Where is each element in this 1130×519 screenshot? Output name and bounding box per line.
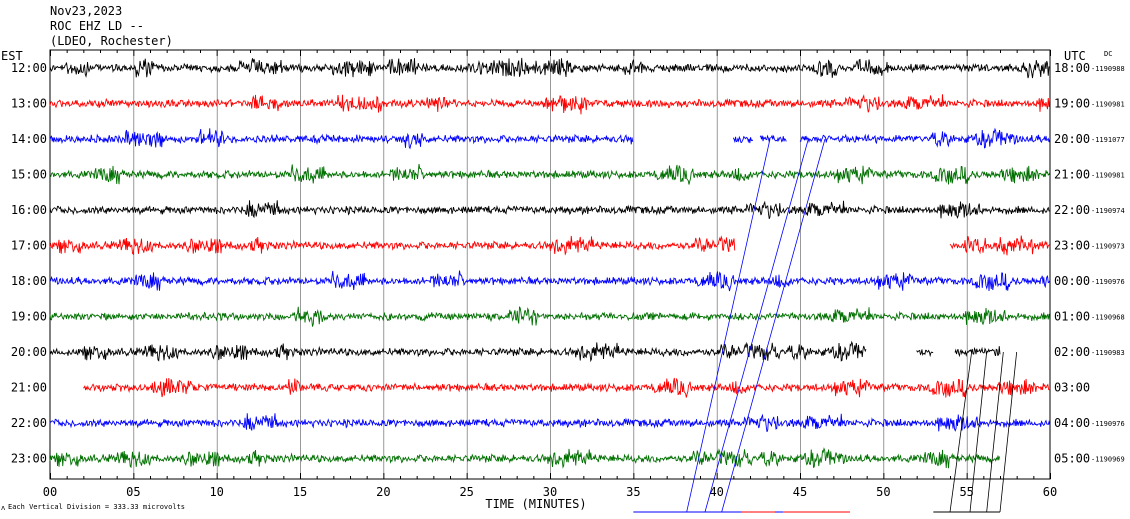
est-label-1900: 19:00 — [11, 310, 47, 324]
corner-mark: ʌ — [1, 504, 5, 512]
trace-1400-segment-3 — [799, 127, 1051, 149]
date-label: Nov23,2023 — [50, 4, 123, 18]
utc-label-0200: 02:00 — [1054, 345, 1090, 359]
trace-1400-segment-2 — [759, 134, 787, 143]
spike-line-3 — [949, 351, 973, 513]
trace-2000-segment-0 — [49, 340, 867, 363]
trace-row-1400 — [49, 127, 1051, 150]
x-tick-label-45: 45 — [793, 485, 807, 499]
utc-label-0400: 04:00 — [1054, 416, 1090, 430]
dc-value-0000: -1190976 — [1091, 278, 1125, 286]
trace-row-1300 — [49, 94, 1051, 115]
est-label-2100: 21:00 — [11, 381, 47, 395]
trace-row-2100 — [83, 377, 1050, 398]
est-label-2200: 22:00 — [11, 416, 47, 430]
utc-label-2300: 23:00 — [1054, 239, 1090, 253]
trace-1200-segment-0 — [49, 57, 1050, 79]
x-tick-label-25: 25 — [459, 485, 473, 499]
dc-value-0400: -1190976 — [1091, 420, 1125, 428]
x-tick-label-35: 35 — [626, 485, 640, 499]
x-tick-label-20: 20 — [376, 485, 390, 499]
utc-label-1900: 19:00 — [1054, 97, 1090, 111]
est-label-1600: 16:00 — [11, 203, 47, 217]
trace-1900-segment-0 — [49, 306, 1051, 327]
trace-row-2000 — [49, 340, 1001, 363]
x-tick-label-10: 10 — [209, 485, 223, 499]
trace-1600-segment-0 — [49, 200, 1050, 220]
spike-line-0 — [686, 138, 771, 513]
dc-value-2300: -1190973 — [1091, 243, 1125, 251]
trace-2100-segment-0 — [83, 377, 1050, 398]
network-label: (LDEO, Rochester) — [50, 34, 173, 48]
utc-label-0500: 05:00 — [1054, 452, 1090, 466]
spike-line-6 — [999, 351, 1018, 513]
trace-2300-segment-0 — [49, 447, 1000, 469]
x-tick-label-15: 15 — [293, 485, 307, 499]
dc-value-2200: -1190974 — [1091, 207, 1125, 215]
dc-value-1900: -1190981 — [1091, 101, 1125, 109]
est-label-1200: 12:00 — [11, 61, 47, 75]
utc-label-0100: 01:00 — [1054, 310, 1090, 324]
trace-1400-segment-0 — [49, 128, 634, 150]
utc-label-2100: 21:00 — [1054, 168, 1090, 182]
utc-label-1800: 18:00 — [1054, 61, 1090, 75]
trace-1800-segment-0 — [49, 270, 1051, 292]
x-tick-label-60: 60 — [1043, 485, 1057, 499]
trace-2000-segment-2 — [954, 346, 1001, 358]
x-tick-label-55: 55 — [959, 485, 973, 499]
trace-1500-segment-0 — [49, 163, 1051, 185]
est-label-2000: 20:00 — [11, 345, 47, 359]
trace-row-1700 — [49, 235, 1050, 256]
trace-row-1500 — [49, 163, 1051, 185]
spike-line-5 — [986, 351, 1004, 513]
est-axis-label: EST — [1, 49, 23, 63]
est-label-1400: 14:00 — [11, 132, 47, 146]
utc-label-2200: 22:00 — [1054, 203, 1090, 217]
dc-value-0200: -1190983 — [1091, 349, 1125, 357]
dc-value-0100: -1190968 — [1091, 314, 1125, 322]
trace-row-1900 — [49, 306, 1051, 327]
est-label-1800: 18:00 — [11, 274, 47, 288]
trace-row-1200 — [49, 57, 1050, 79]
plot-frame — [49, 49, 1051, 480]
est-label-2300: 23:00 — [11, 452, 47, 466]
dc-value-1800: -1190988 — [1091, 65, 1125, 73]
spike-line-2 — [721, 138, 826, 513]
spike-line-4 — [969, 351, 988, 513]
est-label-1700: 17:00 — [11, 239, 47, 253]
x-axis-label: TIME (MINUTES) — [485, 497, 586, 511]
trace-row-1600 — [49, 200, 1050, 220]
trace-2000-segment-1 — [916, 349, 934, 358]
trace-1400-segment-1 — [732, 135, 754, 144]
trace-row-2200 — [49, 413, 1051, 433]
trace-row-2300 — [49, 447, 1000, 469]
dc-label: DC — [1104, 50, 1112, 58]
x-tick-label-40: 40 — [709, 485, 723, 499]
dc-value-2000: -1191077 — [1091, 136, 1125, 144]
trace-1700-segment-0 — [49, 235, 736, 256]
station-label: ROC EHZ LD -- — [50, 19, 144, 33]
x-tick-label-05: 05 — [126, 485, 140, 499]
trace-1700-segment-1 — [949, 235, 1050, 256]
scale-note: Each Vertical Division = 333.33 microvol… — [8, 503, 185, 511]
dc-value-2100: -1190981 — [1091, 172, 1125, 180]
x-tick-label-30: 30 — [543, 485, 557, 499]
trace-1300-segment-0 — [49, 94, 1051, 115]
est-label-1300: 13:00 — [11, 97, 47, 111]
trace-row-1800 — [49, 270, 1051, 292]
x-tick-label-50: 50 — [876, 485, 890, 499]
dc-value-0500: -1190969 — [1091, 456, 1125, 464]
utc-label-2000: 20:00 — [1054, 132, 1090, 146]
est-label-1500: 15:00 — [11, 168, 47, 182]
utc-label-0300: 03:00 — [1054, 381, 1090, 395]
x-tick-label-00: 00 — [43, 485, 57, 499]
trace-2200-segment-0 — [49, 413, 1051, 433]
spike-line-1 — [704, 138, 809, 513]
utc-axis-label: UTC — [1064, 49, 1086, 63]
utc-label-0000: 00:00 — [1054, 274, 1090, 288]
